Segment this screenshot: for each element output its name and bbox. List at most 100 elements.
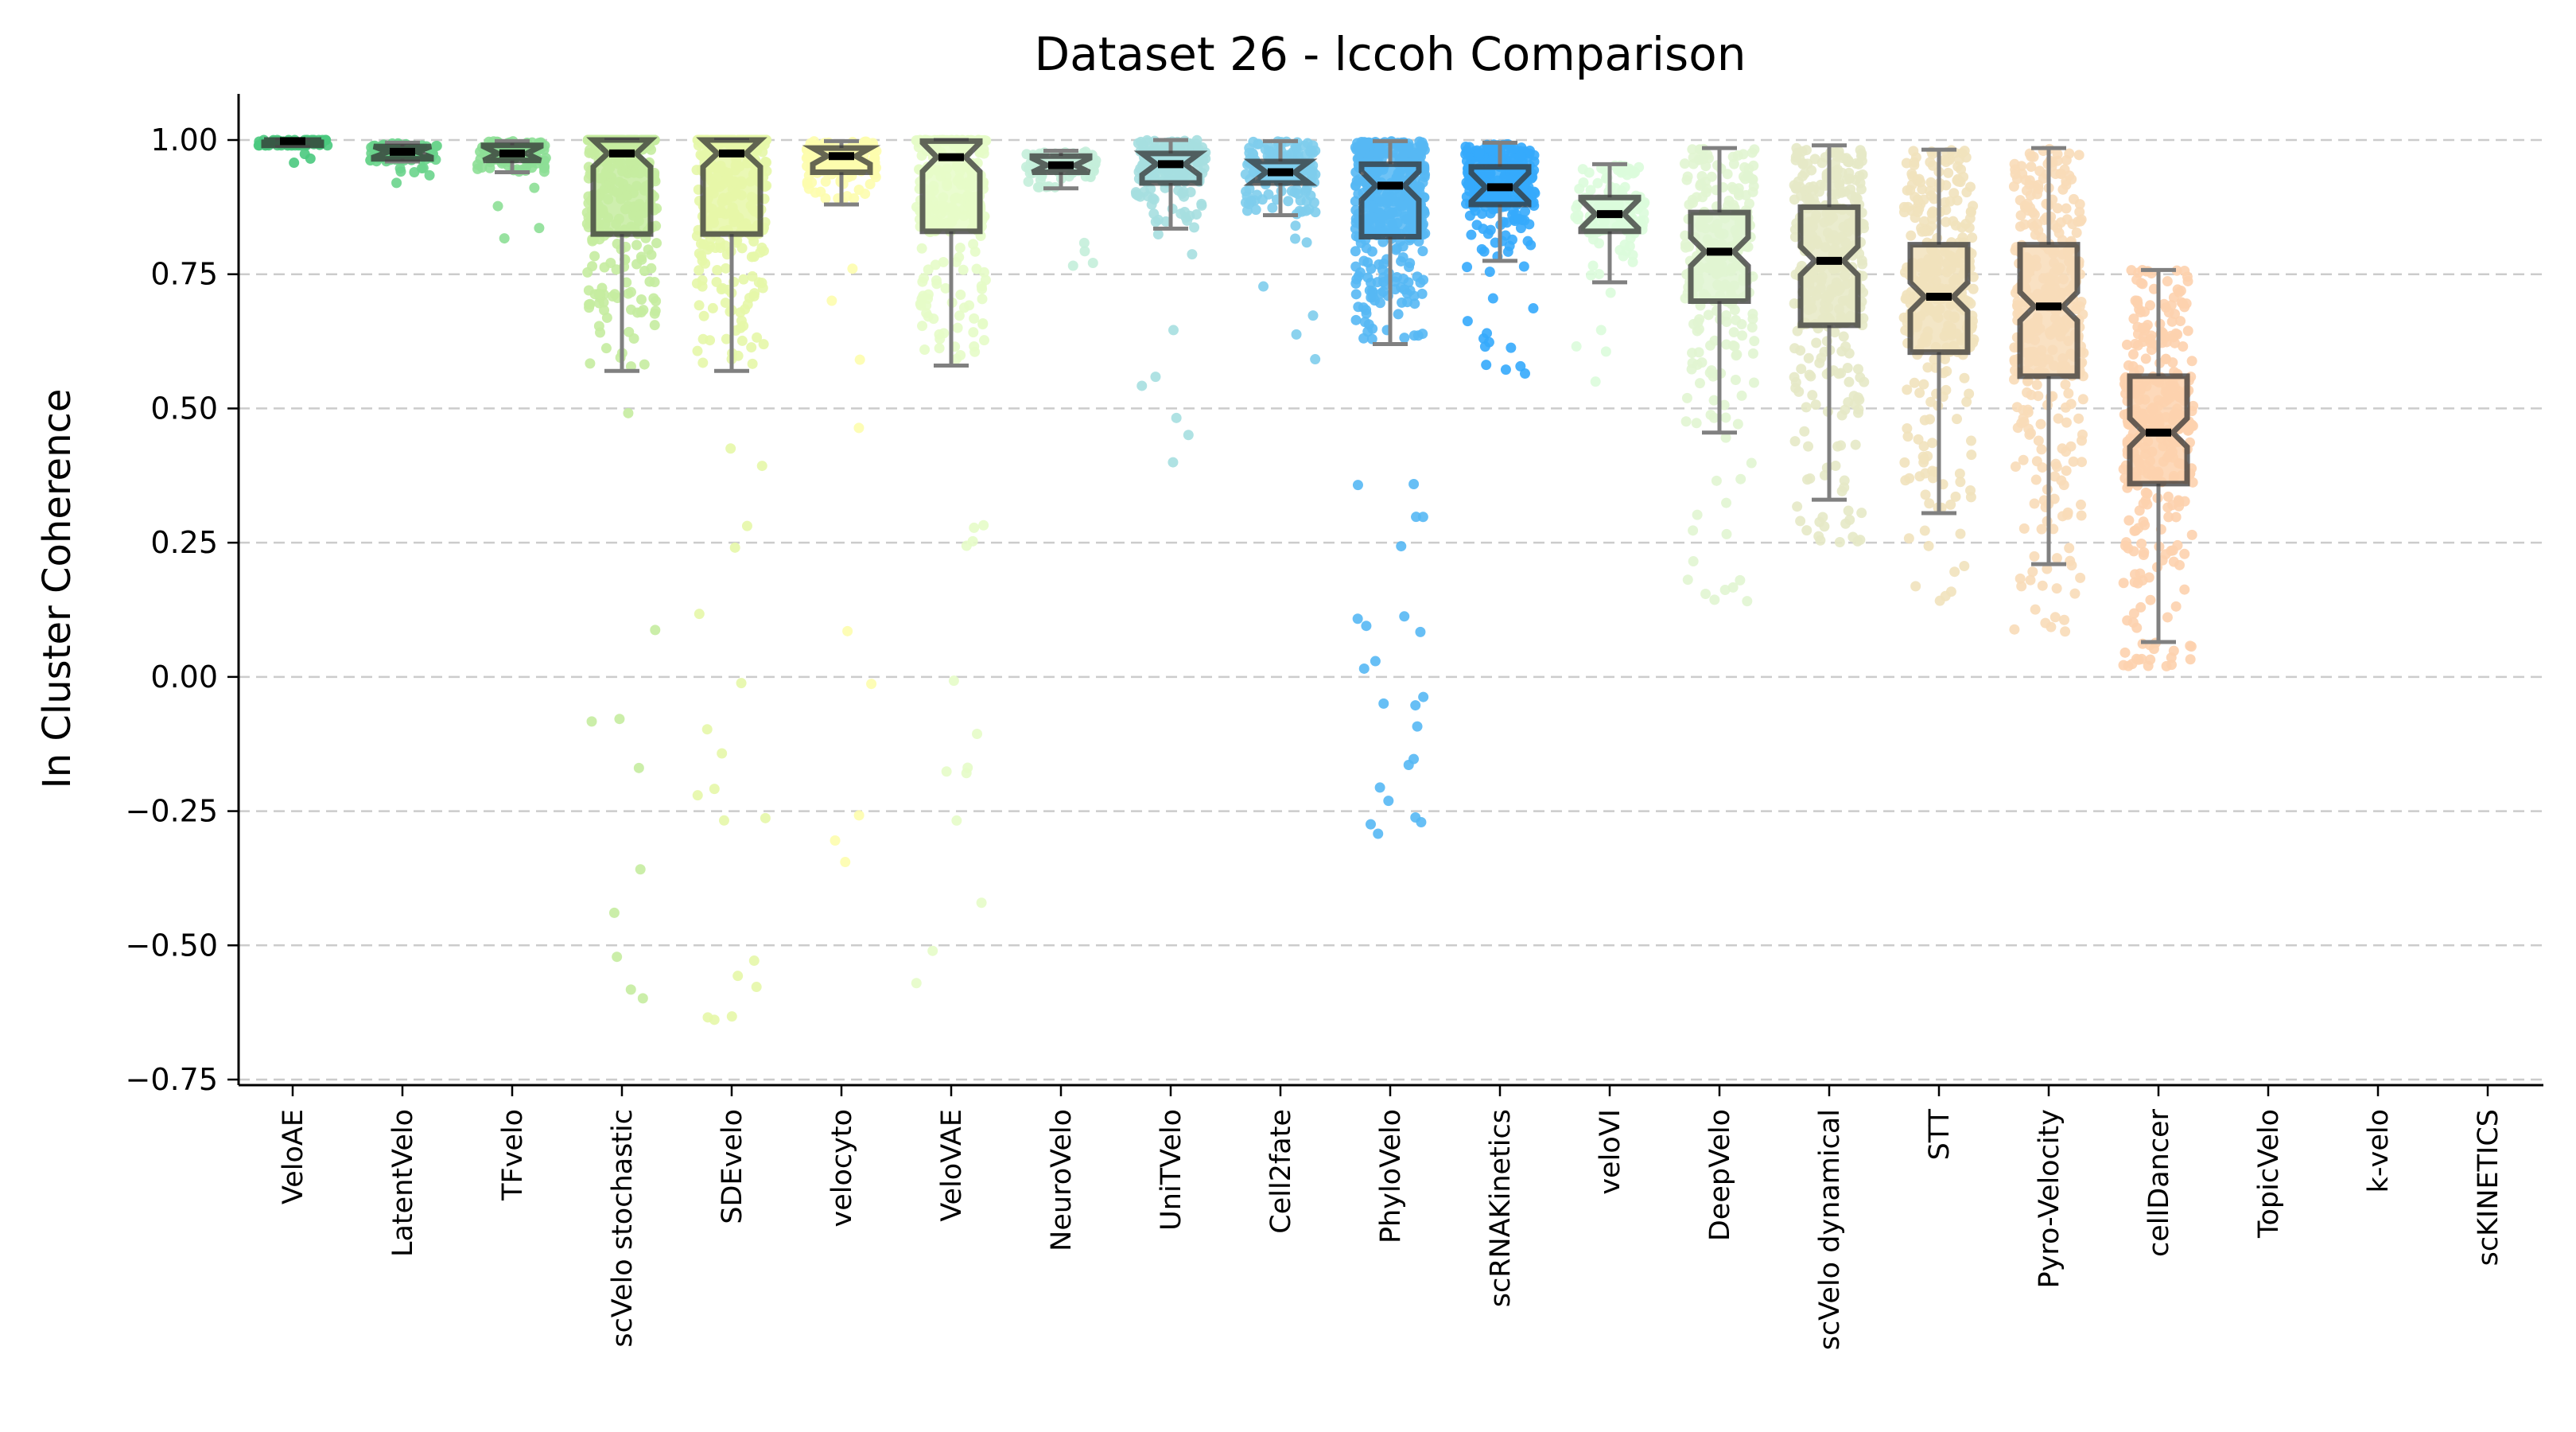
data-point — [757, 282, 768, 294]
data-point — [1087, 258, 1098, 269]
data-point — [1842, 363, 1853, 374]
data-point — [741, 520, 752, 531]
data-point — [1789, 436, 1801, 447]
data-point — [2161, 660, 2172, 671]
data-point — [1362, 272, 1373, 283]
y-tick-label: 0.75 — [150, 257, 218, 292]
data-point — [646, 249, 657, 260]
data-point — [1688, 525, 1699, 536]
data-point — [1393, 309, 1404, 320]
data-point — [1168, 457, 1179, 468]
data-point — [1263, 146, 1274, 157]
data-point — [847, 263, 858, 274]
data-point — [2022, 205, 2034, 216]
data-point — [2167, 545, 2178, 556]
data-point — [2035, 418, 2046, 430]
data-point — [1518, 261, 1529, 272]
data-point — [289, 158, 300, 169]
data-point — [1732, 418, 1743, 430]
data-point — [712, 264, 723, 275]
data-point — [1795, 516, 1806, 527]
data-point — [917, 321, 928, 332]
data-point — [1901, 158, 1912, 169]
data-point — [589, 251, 600, 262]
data-point — [1688, 556, 1699, 567]
data-point — [1310, 207, 1321, 218]
data-point — [1419, 162, 1430, 173]
data-point — [861, 136, 872, 147]
data-point — [1479, 341, 1490, 352]
data-point — [2133, 523, 2144, 534]
data-point — [1590, 376, 1601, 387]
data-point — [1735, 574, 1746, 586]
data-point — [1696, 178, 1707, 189]
data-point — [1961, 396, 1972, 407]
data-point — [934, 343, 945, 354]
data-point — [631, 259, 643, 270]
data-point — [1350, 289, 1362, 300]
y-tick-label: −0.25 — [126, 794, 218, 829]
data-point — [948, 675, 959, 687]
data-point — [1912, 207, 1923, 218]
data-point — [2012, 300, 2023, 311]
data-point — [2075, 572, 2086, 583]
box-body — [1797, 204, 1861, 329]
data-point — [1855, 184, 1867, 195]
data-point — [1200, 147, 1211, 158]
data-point — [1956, 222, 1968, 233]
data-point — [2145, 654, 2156, 665]
data-point — [1587, 234, 1599, 245]
data-point — [1801, 402, 1812, 413]
data-point — [1363, 319, 1374, 330]
data-point — [694, 248, 705, 259]
data-point — [1571, 340, 1582, 352]
data-point — [718, 815, 729, 826]
data-point — [2182, 275, 2193, 286]
data-point — [2168, 556, 2179, 567]
x-tick-label: scKINETICS — [2473, 1109, 2504, 1266]
data-point — [2060, 379, 2071, 390]
data-point — [1291, 329, 1302, 340]
data-point — [1614, 244, 1626, 255]
data-point — [1925, 177, 1937, 188]
data-point — [735, 307, 746, 318]
x-tick-label: velocyto — [826, 1109, 858, 1227]
data-point — [1910, 192, 1921, 203]
data-point — [424, 169, 435, 181]
data-point — [1378, 698, 1389, 709]
data-point — [2179, 266, 2190, 277]
data-point — [1680, 230, 1691, 241]
data-point — [1925, 396, 1937, 407]
data-point — [1462, 262, 1473, 273]
boxes — [261, 137, 2190, 644]
x-tick-label: TopicVelo — [2253, 1109, 2285, 1239]
data-point — [736, 335, 748, 346]
data-point — [1927, 438, 1938, 449]
data-point — [979, 335, 990, 346]
data-point — [820, 193, 831, 204]
data-point — [1945, 499, 1956, 510]
data-point — [1711, 475, 1722, 486]
data-point — [1373, 146, 1384, 157]
data-point — [1585, 270, 1596, 281]
x-tick-label: scRNAKinetics — [1485, 1109, 1517, 1307]
y-tick-label: 0.25 — [150, 525, 218, 560]
data-point — [1927, 160, 1938, 171]
data-point — [1964, 388, 1975, 399]
data-point — [1405, 285, 1416, 296]
data-point — [1625, 233, 1636, 244]
data-point — [1927, 206, 1938, 217]
data-point — [1594, 268, 1605, 279]
data-point — [1263, 189, 1274, 200]
data-point — [2025, 574, 2036, 586]
data-point — [484, 162, 495, 173]
data-point — [1079, 246, 1090, 257]
data-point — [2033, 225, 2044, 236]
data-point — [1700, 589, 1712, 600]
data-point — [1804, 369, 1815, 380]
data-point — [1290, 220, 1301, 232]
data-point — [695, 149, 706, 160]
data-point — [2073, 413, 2085, 424]
data-point — [1792, 325, 1803, 337]
data-point — [1305, 190, 1316, 201]
